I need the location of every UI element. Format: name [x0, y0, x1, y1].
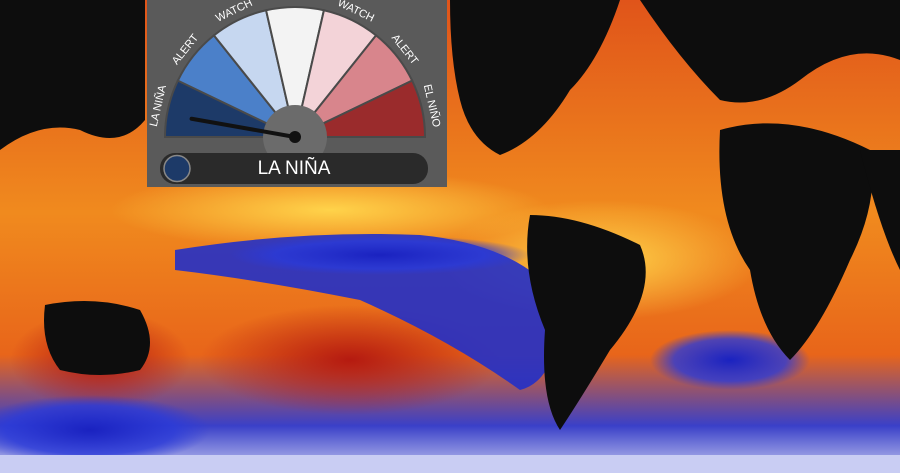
gauge-segment [294, 79, 427, 138]
australia [44, 301, 150, 375]
asia [0, 0, 145, 150]
gauge: LA NIÑAALERTWATCHINACTIVEWATCHALERTEL NI… [147, 0, 447, 187]
southern-cold [650, 330, 810, 390]
gauge-label: INACTIVE [270, 0, 321, 3]
warm-pool [200, 305, 500, 415]
needle-pivot [289, 131, 301, 143]
north-america [450, 0, 620, 155]
warm-band [110, 170, 550, 250]
arabia [860, 150, 900, 270]
la-nina-tongue [175, 234, 560, 390]
africa [719, 123, 873, 360]
status-text: LA NIÑA [258, 157, 331, 179]
continents [0, 0, 900, 430]
status-dot [163, 154, 191, 183]
europe [640, 0, 900, 103]
southern-cold [0, 395, 210, 465]
cold-eddies [230, 235, 530, 275]
status-bar [160, 153, 428, 184]
antarctic [0, 455, 900, 473]
needle [189, 116, 297, 139]
south-america [527, 215, 646, 430]
